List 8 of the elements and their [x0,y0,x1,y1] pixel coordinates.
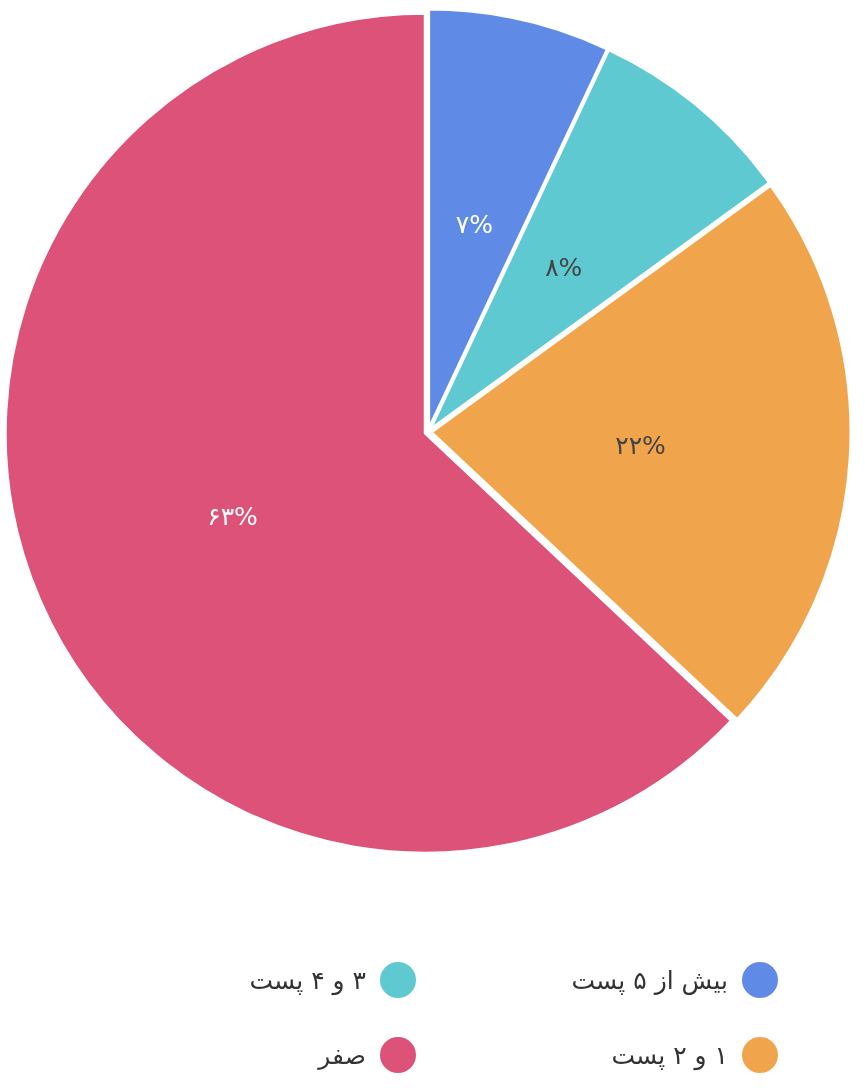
data-label: ۲۲% [615,430,666,460]
data-label: ۷% [455,209,494,239]
legend-label: ۳ و ۴ پست [249,965,366,995]
legend-label: بیش از ۵ پست [571,965,728,995]
data-label: ۸% [545,253,583,283]
data-label: ۶۳% [207,502,258,532]
legend-label: ۱ و ۲ پست [611,1040,728,1070]
legend-label: صفر [318,1040,366,1070]
